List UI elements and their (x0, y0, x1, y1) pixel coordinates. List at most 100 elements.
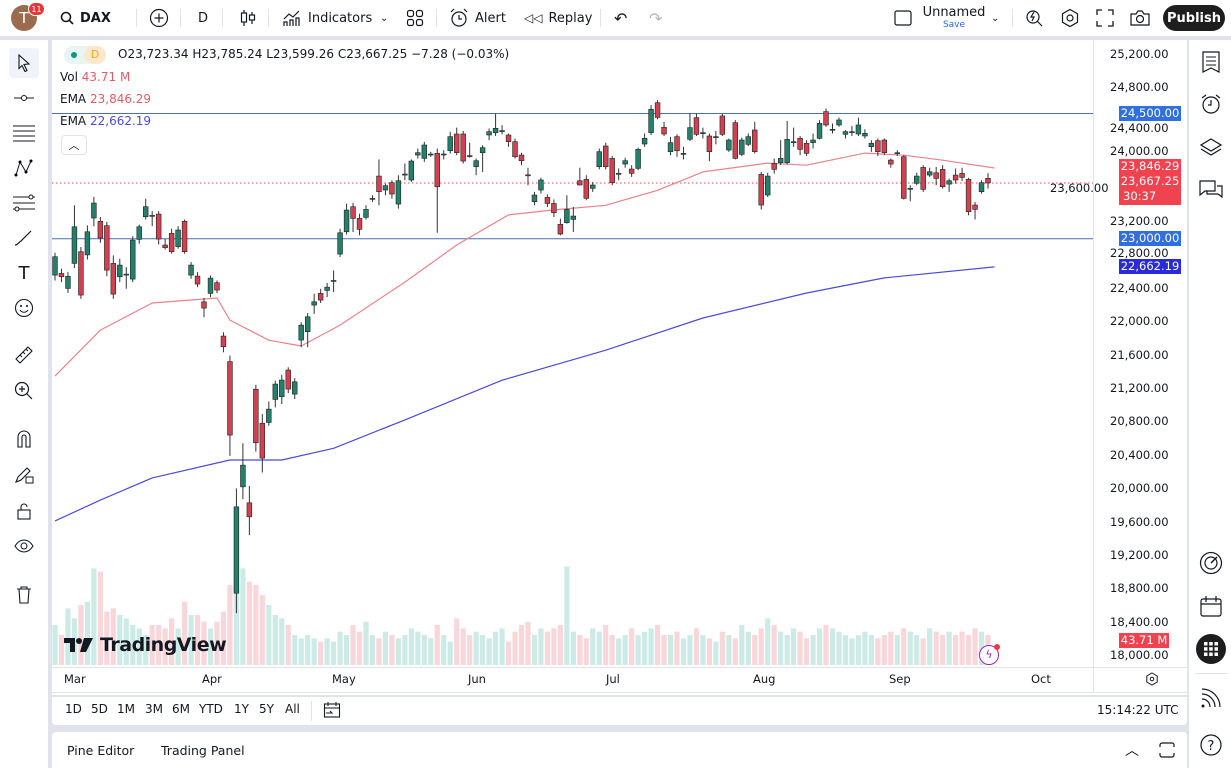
clock-timezone[interactable]: 15:14:22 UTC (1097, 703, 1179, 717)
candle-body (110, 263, 117, 295)
indicators-label: Indicators (308, 10, 373, 26)
volume-bar (648, 628, 654, 665)
save-link[interactable]: Save (942, 20, 966, 30)
fullscreen-button[interactable] (1096, 0, 1114, 36)
range-button-1m[interactable]: 1M (117, 702, 135, 716)
settings-button[interactable] (1060, 0, 1080, 36)
range-button-ytd[interactable]: YTD (199, 702, 223, 716)
compare-symbol-button[interactable] (149, 0, 169, 36)
zoom-in-tool[interactable] (9, 376, 39, 406)
volume-bar (538, 628, 544, 665)
stay-in-drawing-mode-tool[interactable] (9, 460, 39, 490)
patterns-tool[interactable] (9, 153, 39, 183)
candle-body (188, 264, 194, 276)
volume-bar (577, 635, 583, 665)
volume-bar (279, 618, 285, 665)
price-tick-label: 18,800.00 (1110, 581, 1169, 596)
time-tick-label: Mar (64, 672, 86, 686)
ema2-legend[interactable]: EMA 22,662.19 (60, 114, 151, 128)
alert-button[interactable]: Alert (449, 0, 506, 36)
layout-dropdown[interactable]: ⌄ (991, 0, 999, 36)
candle-body (272, 383, 278, 400)
volume-bar (194, 615, 201, 665)
multi-chart-button[interactable] (894, 0, 912, 36)
maximize-panel-button[interactable] (1159, 742, 1175, 758)
layout-button[interactable] (406, 0, 424, 36)
tab-pine-editor[interactable]: Pine Editor (67, 743, 135, 758)
volume-bar (758, 628, 764, 665)
measure-tool[interactable] (9, 340, 39, 370)
range-button-5y[interactable]: 5Y (259, 702, 274, 716)
layout-name-button[interactable]: Unnamed Save (922, 5, 986, 30)
last-price-badge: 23,846.29 23,667.25 30:37 (1119, 159, 1181, 205)
volume-bar (369, 635, 376, 665)
volume-bar (402, 635, 408, 665)
hide-drawings-tool[interactable] (9, 531, 39, 561)
undo-button[interactable]: ↶ (614, 0, 627, 36)
ema1-legend[interactable]: EMA 23,846.29 (60, 92, 151, 106)
calendar-button[interactable] (1197, 592, 1225, 620)
chart-type-button[interactable] (240, 0, 256, 36)
candle-body (194, 275, 201, 285)
axis-settings-button[interactable] (1145, 672, 1159, 686)
volume-bar (492, 631, 499, 665)
candle-body (628, 168, 635, 174)
horizontal-line-tool[interactable] (9, 83, 39, 113)
range-button-all[interactable]: All (285, 702, 300, 716)
market-status-pill[interactable]: D (64, 46, 106, 64)
candle-body (492, 128, 499, 133)
streams-button[interactable] (1197, 684, 1225, 712)
quick-search-button[interactable] (1024, 0, 1044, 36)
publish-button[interactable]: Publish (1163, 5, 1225, 31)
emoji-tool[interactable] (9, 293, 39, 323)
help-button[interactable]: ? (1197, 730, 1225, 758)
candle-body (557, 224, 564, 235)
magnet-tool[interactable] (9, 424, 39, 454)
camera-icon (1130, 10, 1150, 26)
price-chart[interactable] (52, 40, 1093, 667)
ema2-price-badge: 22,662.19 (1119, 259, 1181, 274)
redo-button[interactable]: ↷ (649, 0, 662, 36)
chats-button[interactable] (1197, 176, 1225, 204)
text-tool[interactable]: T (9, 258, 39, 288)
alerts-button[interactable] (1197, 90, 1225, 118)
ideas-button[interactable] (1197, 549, 1225, 577)
lightning-icon[interactable]: ϟ (979, 644, 1000, 665)
symbol-search-button[interactable]: DAX (60, 0, 111, 36)
brush-tool[interactable] (9, 223, 39, 253)
screenshot-button[interactable] (1130, 0, 1150, 36)
object-tree-button[interactable] (1197, 133, 1225, 161)
indicators-dropdown[interactable]: ⌄ (380, 0, 388, 36)
candle-body (777, 158, 784, 164)
go-to-date-button[interactable] (323, 701, 341, 719)
watchlist-button[interactable] (1197, 48, 1225, 76)
candle-body (914, 175, 920, 184)
remove-drawings-tool[interactable] (9, 580, 39, 610)
range-button-3m[interactable]: 3M (145, 702, 163, 716)
candle-body (240, 464, 246, 488)
candle-body (570, 215, 577, 220)
trend-lines-tool[interactable] (9, 118, 39, 148)
fib-tool[interactable] (9, 188, 39, 218)
products-button[interactable] (1196, 634, 1226, 664)
candle-body (434, 153, 440, 187)
replay-button[interactable]: ◁◁ Replay (524, 0, 592, 36)
volume-bar (84, 601, 90, 665)
collapse-legend-button[interactable]: ︿ (61, 135, 87, 155)
range-button-5d[interactable]: 5D (91, 702, 108, 716)
indicators-button[interactable]: Indicators (282, 0, 372, 36)
volume-bar (609, 635, 615, 665)
cursor-tool[interactable] (9, 48, 39, 78)
tab-trading-panel[interactable]: Trading Panel (161, 743, 245, 758)
range-button-1d[interactable]: 1D (65, 702, 82, 716)
layout-name: Unnamed (922, 5, 986, 20)
range-button-6m[interactable]: 6M (172, 702, 190, 716)
lock-drawings-tool[interactable] (9, 496, 39, 526)
range-button-1y[interactable]: 1Y (234, 702, 249, 716)
collapse-panel-button[interactable]: ︿ (1125, 740, 1139, 760)
volume-legend[interactable]: Vol 43.71 M (60, 70, 130, 84)
candle-body (544, 197, 551, 204)
interval-button[interactable]: D (198, 0, 208, 36)
candle-body (603, 145, 609, 168)
candle-body (635, 149, 641, 169)
